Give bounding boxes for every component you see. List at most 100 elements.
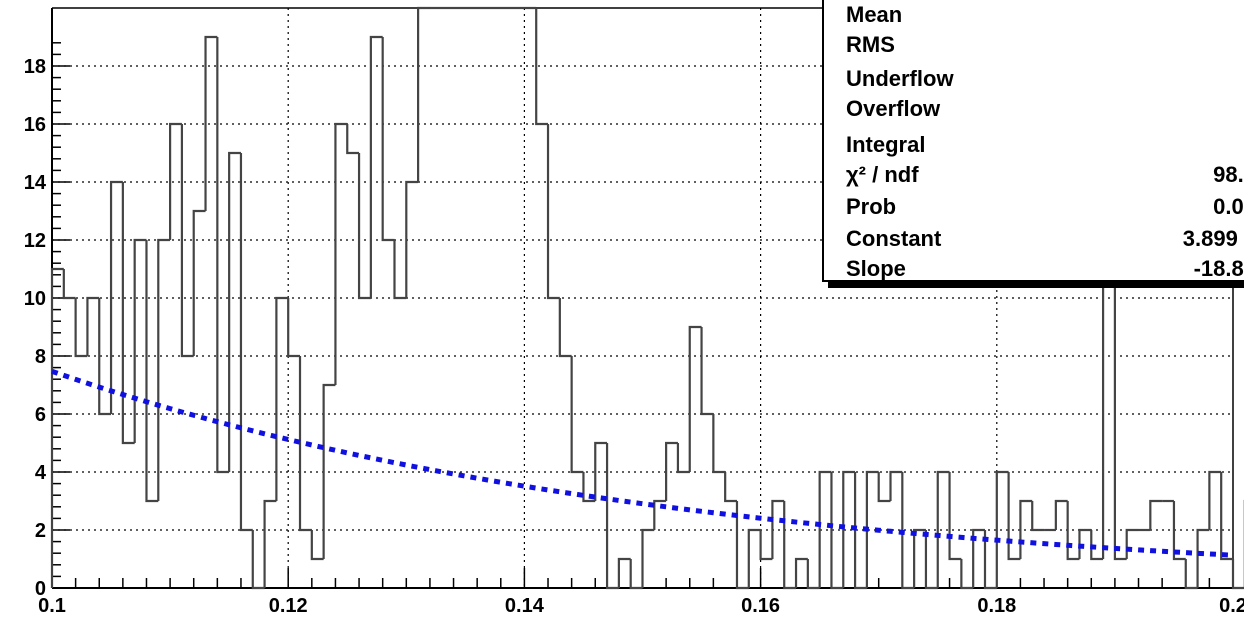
y-tick-label: 4 [35, 462, 47, 484]
histogram-bin [369, 35, 383, 298]
histogram-bin [936, 470, 950, 588]
stat-row-slope: Slope -18.88 [846, 256, 1244, 281]
statistics-box: Mean RMS 0 Underflow Overflow Integral χ… [822, 0, 1244, 282]
fit-curve [51, 368, 1234, 558]
histogram-bin [1054, 499, 1068, 530]
histogram-bin [818, 470, 832, 588]
histogram-bin [759, 530, 773, 561]
histogram-bin [960, 559, 974, 590]
stat-row-chi2-ndf: χ² / ndf 98.4 [846, 162, 1244, 192]
histogram-bin [393, 240, 407, 300]
histogram-bin [1184, 559, 1198, 590]
histogram-bin [641, 528, 655, 588]
y-tick-label: 0 [35, 578, 46, 600]
histogram-bin [747, 528, 761, 588]
histogram-bin [653, 499, 667, 530]
histogram-bin [263, 499, 277, 588]
stat-row-overflow: Overflow [846, 96, 1244, 126]
histogram-bin [405, 180, 419, 298]
histogram-bin [688, 325, 702, 472]
histogram-bin [629, 559, 643, 590]
y-tick-label: 16 [24, 114, 46, 136]
histogram-bin [180, 124, 194, 358]
histogram-bin [1172, 501, 1186, 561]
histogram-bin [287, 298, 301, 358]
fit-layer [51, 368, 1234, 558]
y-tick-label: 12 [24, 230, 46, 252]
stat-row-integral: Integral [846, 132, 1244, 162]
histogram-bin [1066, 501, 1080, 561]
histogram-bin [570, 356, 584, 474]
histogram-bin [204, 35, 218, 211]
histogram-bin [334, 122, 348, 385]
histogram-bin [1196, 528, 1210, 588]
y-tick-label: 18 [24, 56, 46, 78]
histogram-bin [806, 559, 820, 590]
y-tick-label: 14 [24, 172, 47, 194]
histogram-bin [735, 501, 749, 590]
histogram-bin [901, 472, 915, 590]
histogram-bin [74, 298, 88, 358]
y-tick-label: 8 [35, 346, 46, 368]
stat-row-mean: Mean [846, 2, 1244, 32]
histogram-bin [157, 238, 171, 501]
stat-label: Prob [846, 194, 897, 219]
histogram-bin [1220, 472, 1233, 561]
histogram-bin [794, 557, 808, 588]
histogram-bin [1125, 528, 1139, 559]
histogram-bin [1231, 559, 1244, 590]
y-tick-label: 10 [24, 288, 46, 310]
stat-label: χ² / ndf [846, 162, 919, 187]
x-tick-label: 0.16 [741, 595, 780, 617]
histogram-bin [381, 37, 395, 242]
histogram-bin [853, 472, 867, 590]
histogram-bin [676, 443, 690, 474]
x-tick-label: 0.12 [269, 595, 308, 617]
histogram-bin [830, 472, 844, 590]
histogram-bin [700, 327, 714, 416]
histogram-bin [417, 6, 430, 182]
histogram-bin [169, 122, 182, 240]
histogram-bin [1090, 530, 1104, 561]
histogram-layer [50, 6, 1244, 590]
histogram-bin [865, 470, 879, 588]
histogram-bin [842, 470, 856, 588]
histogram-bin [1149, 499, 1163, 530]
histogram-bin [535, 8, 549, 126]
histogram-bin [86, 296, 100, 356]
x-tick-label: 0.2 [1219, 595, 1244, 617]
histogram-bin [972, 528, 985, 588]
histogram-bin [983, 530, 997, 590]
histogram-bin [1208, 470, 1222, 530]
histogram-bin [239, 153, 253, 532]
stat-value: -18.88 [1193, 256, 1244, 281]
stat-label: Constant [846, 226, 942, 251]
stat-label: Integral [846, 132, 926, 157]
histogram-bin [251, 530, 265, 590]
stat-label: Overflow [846, 96, 941, 121]
histogram-bin [133, 238, 147, 443]
histogram-bin [1078, 528, 1092, 559]
histogram-bin [546, 124, 560, 300]
histogram-bin [582, 472, 596, 503]
stat-label: RMS [846, 32, 895, 57]
histogram-bin [924, 530, 938, 590]
histogram-bin [877, 472, 891, 503]
stat-row-underflow: Underflow [846, 66, 1244, 96]
histogram-bin [617, 557, 631, 588]
histogram-bin [605, 443, 619, 590]
stat-label: Underflow [846, 66, 954, 91]
histogram-bin [275, 296, 289, 501]
y-tick-label: 2 [35, 520, 46, 542]
histogram-bin [1031, 501, 1045, 532]
x-tick-label: 0.1 [38, 595, 66, 617]
histogram-bin [322, 383, 336, 559]
histogram-bin [558, 298, 572, 358]
histogram-bin [665, 441, 678, 501]
histogram-bin [62, 269, 76, 300]
stat-value: 3.899 ± [1182, 226, 1244, 251]
histogram-bin [948, 472, 962, 561]
histogram-bin [889, 470, 903, 501]
histogram-bin [228, 151, 241, 472]
histogram-bin [1007, 472, 1021, 561]
